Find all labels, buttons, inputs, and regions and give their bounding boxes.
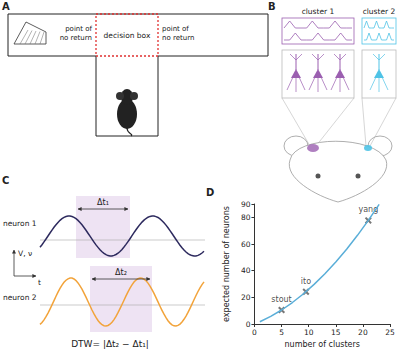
svg-text:neuron 2: neuron 2 [3,293,37,302]
svg-text:20: 20 [358,328,368,337]
svg-text:0: 0 [246,320,251,329]
svg-text:DTW= |Δt₂ − Δt₁|: DTW= |Δt₂ − Δt₁| [71,339,149,349]
svg-text:15: 15 [331,328,341,337]
svg-text:5: 5 [279,328,284,337]
svg-text:cluster 1: cluster 1 [302,7,335,16]
svg-text:Δt₁: Δt₁ [97,198,109,207]
svg-text:no return: no return [60,34,92,42]
svg-text:t: t [38,278,41,287]
svg-text:20: 20 [241,293,251,302]
svg-text:cluster 2: cluster 2 [363,7,396,16]
svg-text:0: 0 [252,328,257,337]
svg-text:neuron 1: neuron 1 [3,219,37,228]
svg-text:yang: yang [358,205,379,215]
svg-text:no return: no return [162,34,194,42]
svg-text:A: A [2,1,10,12]
svg-text:V, ν: V, ν [18,249,32,258]
svg-text:number of clusters: number of clusters [285,340,360,349]
svg-text:25: 25 [385,328,395,337]
svg-text:90: 90 [241,200,251,209]
svg-text:10: 10 [304,328,314,337]
svg-text:C: C [2,175,9,186]
svg-text:point of: point of [65,25,92,33]
svg-text:B: B [268,1,276,12]
svg-text:ito: ito [301,277,311,286]
svg-text:40: 40 [241,266,251,275]
svg-text:point of: point of [162,25,189,33]
svg-text:60: 60 [241,240,251,249]
svg-text:decision box: decision box [104,31,151,40]
svg-text:stout: stout [271,295,291,304]
svg-text:80: 80 [241,213,251,222]
svg-text:expected number of neurons: expected number of neurons [222,206,231,322]
svg-text:Δt₂: Δt₂ [115,268,127,277]
svg-text:D: D [206,187,214,198]
